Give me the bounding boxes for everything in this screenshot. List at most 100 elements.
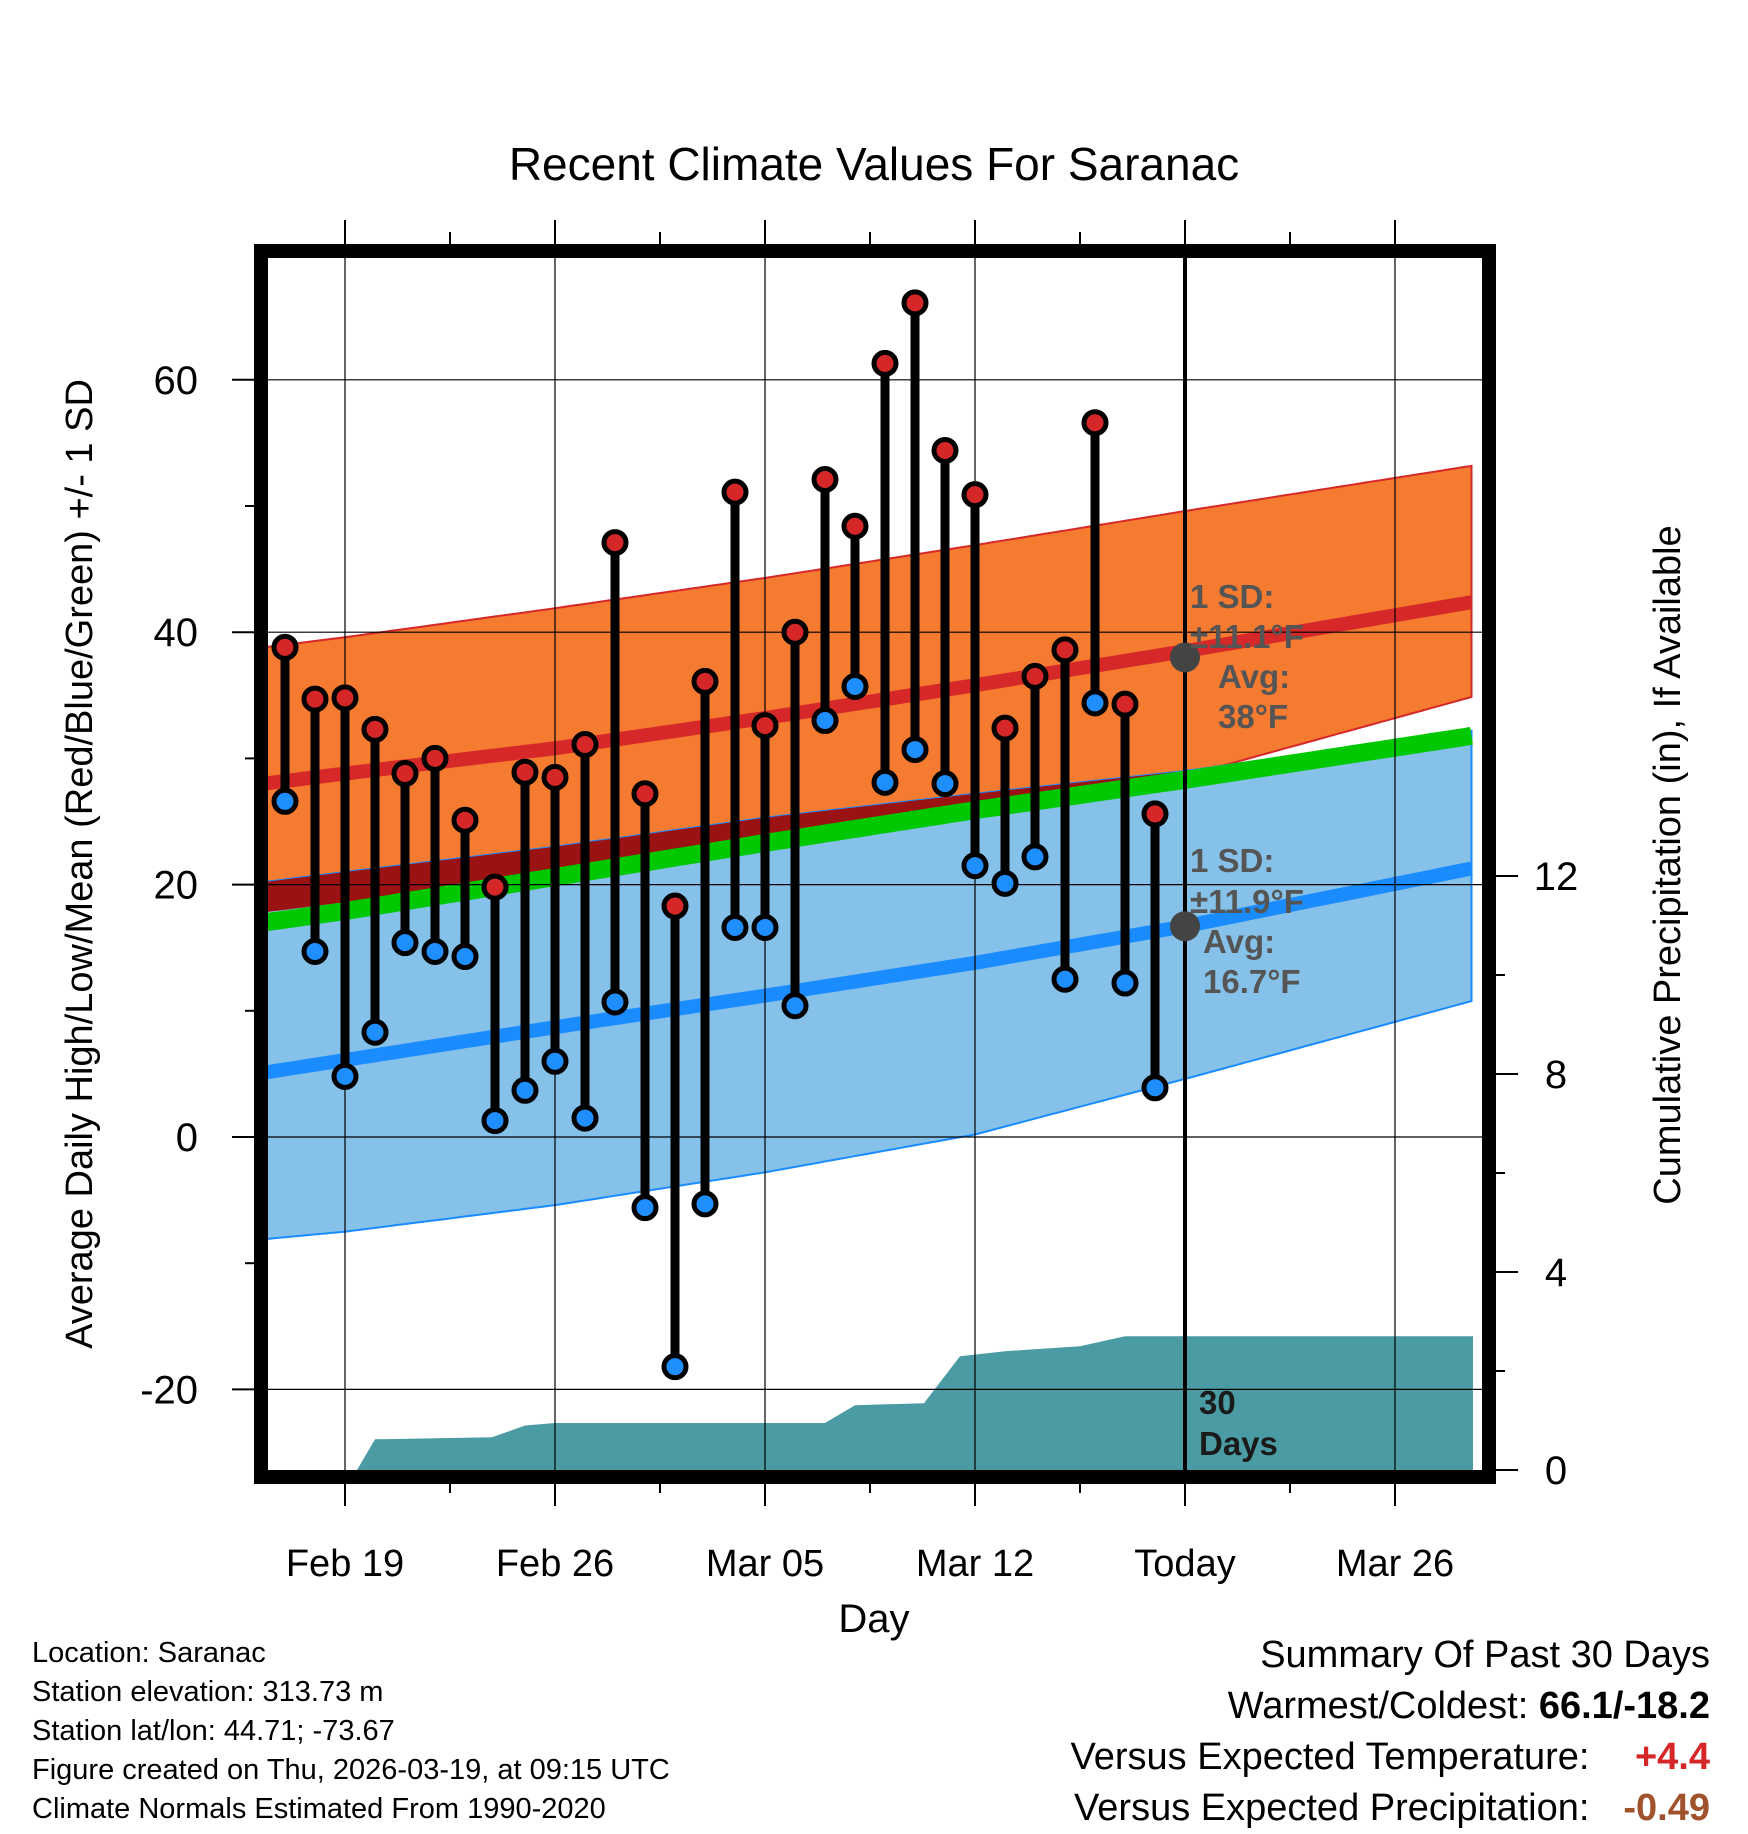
low-point (691, 1190, 719, 1218)
high-sd-title: 1 SD: (1190, 578, 1274, 615)
low-point (271, 787, 299, 815)
low-normal-line (268, 861, 1473, 1080)
low-point (421, 937, 449, 965)
low-point (1021, 843, 1049, 871)
high-point (481, 873, 509, 901)
low-point (871, 768, 899, 796)
y-tick-label: 40 (154, 611, 199, 655)
low-sd-title: 1 SD: (1190, 842, 1274, 879)
y2-axis-title: Cumulative Precipitation (in), If Availa… (1647, 525, 1689, 1204)
high-point (631, 780, 659, 808)
high-point (811, 465, 839, 493)
low-point (631, 1194, 659, 1222)
high-point (841, 512, 869, 540)
high-normal-line (268, 595, 1473, 791)
x-tick-label: Mar 05 (706, 1543, 824, 1585)
chart-title: Recent Climate Values For Saranac (509, 138, 1239, 190)
low-point (721, 914, 749, 942)
high-point (1021, 662, 1049, 690)
x-tick-label: Mar 26 (1336, 1543, 1454, 1585)
low-point (841, 672, 869, 700)
high-point (1081, 409, 1109, 437)
high-point (541, 763, 569, 791)
low-point (511, 1076, 539, 1104)
low-point (391, 929, 419, 957)
high-point (331, 684, 359, 712)
high-point (301, 685, 329, 713)
high-point (901, 289, 929, 317)
plot-frame (254, 244, 1496, 1484)
x-tick-label: Today (1134, 1543, 1235, 1585)
high-point (961, 481, 989, 509)
low-point (751, 914, 779, 942)
high-point (391, 760, 419, 788)
high-point (661, 892, 689, 920)
low-point (931, 770, 959, 798)
low-point (361, 1018, 389, 1046)
high-point (361, 715, 389, 743)
location-text: Location: Saranac (32, 1637, 266, 1669)
warm-cold-value: 66.1/-18.2 (1538, 1685, 1710, 1727)
plot-area (268, 258, 1482, 1470)
y-tick-label: -20 (140, 1368, 198, 1412)
latlon-text: Station lat/lon: 44.71; -73.67 (32, 1715, 395, 1747)
high-point (1111, 690, 1139, 718)
low-sd-value: ±11.9°F (1190, 883, 1304, 920)
high-point (991, 714, 1019, 742)
precip-window-label: Days (1199, 1425, 1278, 1462)
y2-tick-label: 4 (1545, 1251, 1567, 1295)
high-point (751, 712, 779, 740)
high-point (871, 349, 899, 377)
x-tick-label: Feb 26 (496, 1543, 614, 1585)
high-point (601, 529, 629, 557)
low-point (1051, 965, 1079, 993)
precip-window-number: 30 (1199, 1384, 1236, 1421)
low-point (481, 1107, 509, 1135)
high-avg-marker (1170, 642, 1200, 673)
high-point (781, 618, 809, 646)
precip-label: Versus Expected Precipitation: (1074, 1787, 1590, 1829)
summary-title: Summary Of Past 30 Days (1260, 1634, 1710, 1676)
y-axis-title: Average Daily High/Low/Mean (Red/Blue/Gr… (59, 379, 101, 1349)
created-text: Figure created on Thu, 2026-03-19, at 09… (32, 1754, 670, 1786)
y2-tick-label: 12 (1534, 855, 1579, 899)
low-avg-value: 16.7°F (1203, 963, 1301, 1000)
high-point (511, 758, 539, 786)
temp-value: +4.4 (1634, 1736, 1710, 1778)
high-point (271, 633, 299, 661)
x-tick-label: Mar 12 (916, 1543, 1034, 1585)
station-info: Location: Saranac Station elevation: 313… (32, 1634, 670, 1829)
high-sd-value: ±11.1°F (1190, 618, 1304, 655)
y2-tick-label: 0 (1545, 1449, 1567, 1493)
y-tick-label: 20 (154, 864, 199, 908)
low-point (1141, 1074, 1169, 1102)
high-point (571, 731, 599, 759)
low-point (901, 736, 929, 764)
low-avg-title: Avg: (1203, 923, 1275, 960)
low-point (601, 988, 629, 1016)
temp-label: Versus Expected Temperature: (1070, 1736, 1590, 1778)
low-point (1111, 969, 1139, 997)
precip-area (357, 1336, 1473, 1470)
high-point (1141, 800, 1169, 828)
low-point (961, 852, 989, 880)
low-point (571, 1104, 599, 1132)
high-point (721, 478, 749, 506)
elevation-text: Station elevation: 313.73 m (32, 1676, 384, 1708)
y-tick-label: 60 (154, 359, 199, 403)
x-axis-title: Day (838, 1597, 909, 1641)
warm-cold-label: Warmest/Coldest: (1227, 1685, 1529, 1727)
precip-row: Versus Expected Precipitation: -0.49 (1071, 1783, 1710, 1834)
high-point (451, 806, 479, 834)
high-point (421, 744, 449, 772)
low-point (781, 992, 809, 1020)
high-avg-value: 38°F (1218, 698, 1288, 735)
summary-panel: Summary Of Past 30 Days Warmest/Coldest:… (1071, 1630, 1710, 1834)
warm-cold-row: Warmest/Coldest: 66.1/-18.2 (1071, 1681, 1710, 1732)
low-point (811, 707, 839, 735)
low-point (301, 937, 329, 965)
low-point (661, 1353, 689, 1381)
low-point (541, 1047, 569, 1075)
low-point (1081, 689, 1109, 717)
